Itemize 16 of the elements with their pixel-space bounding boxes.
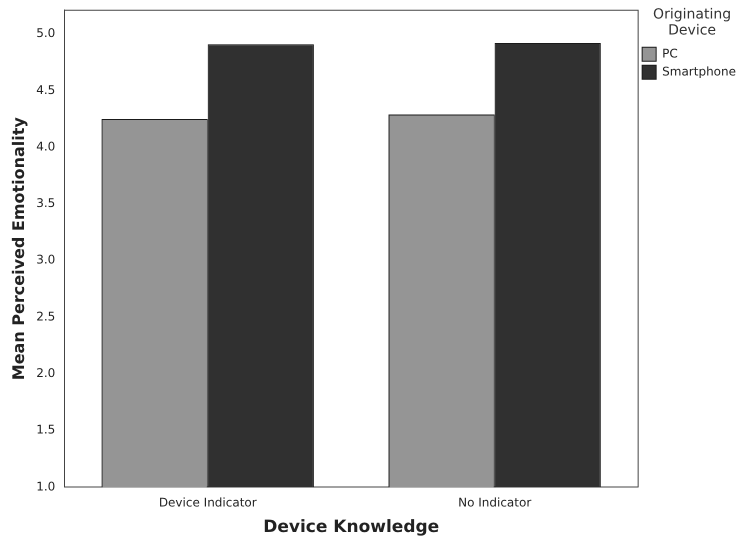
x-tick-label: Device Indicator — [158, 496, 257, 510]
y-axis-title: Mean Perceived Emotionality — [8, 116, 28, 380]
legend-label: PC — [662, 46, 678, 60]
y-tick-label: 3.0 — [36, 252, 56, 267]
y-tick-label: 4.5 — [36, 82, 56, 97]
legend-label: Smartphone — [662, 64, 736, 78]
y-tick-label: 4.0 — [36, 139, 56, 154]
y-tick-label: 1.0 — [36, 479, 56, 494]
y-tick-label: 5.0 — [36, 26, 56, 40]
x-tick-label: No Indicator — [458, 496, 532, 510]
y-tick-label: 2.0 — [36, 366, 56, 380]
y-tick-label: 3.5 — [36, 196, 56, 210]
y-tick-label: 1.5 — [36, 422, 56, 437]
legend-title: Originating Device — [653, 6, 732, 39]
y-tick-label: 2.5 — [36, 309, 56, 324]
x-axis-title: Device Knowledge — [263, 517, 440, 538]
